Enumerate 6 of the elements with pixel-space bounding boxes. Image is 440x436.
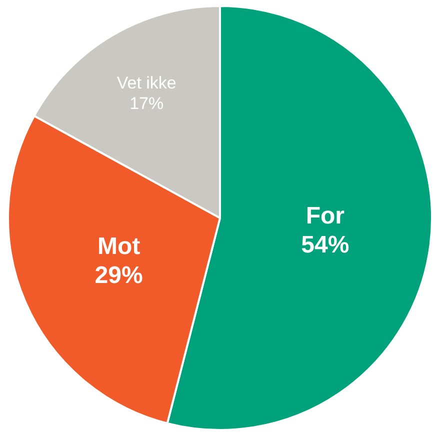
slice-label: Mot [98, 233, 140, 260]
slice-label: For [306, 202, 344, 230]
data-label: 17% [130, 94, 164, 113]
data-label: 29% [94, 262, 143, 289]
slice-label: Vet ikke [116, 73, 176, 92]
data-label: 54% [301, 231, 350, 258]
